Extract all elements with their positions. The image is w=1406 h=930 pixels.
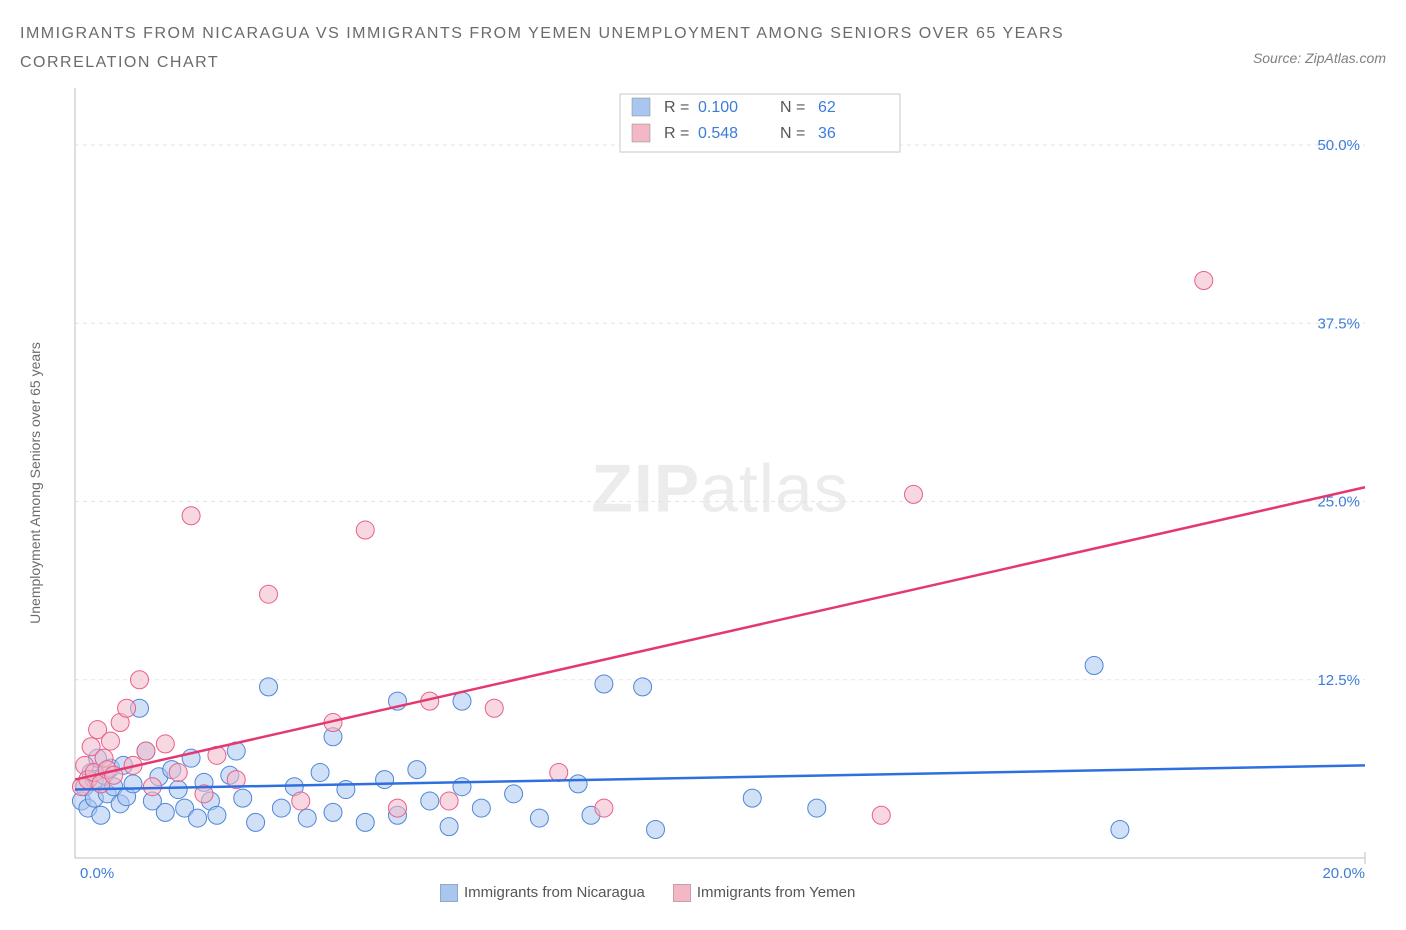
legend-item-yemen: Immigrants from Yemen — [673, 884, 855, 902]
data-point-yemen — [356, 521, 374, 539]
stats-n-value: 62 — [818, 99, 836, 116]
data-point-nicaragua — [92, 806, 110, 824]
title-line-2: CORRELATION CHART — [20, 49, 1064, 78]
data-point-nicaragua — [234, 789, 252, 807]
data-point-nicaragua — [169, 780, 187, 798]
data-point-nicaragua — [595, 675, 613, 693]
scatter-plot: 12.5%25.0%37.5%50.0%ZIPatlas0.0%20.0%R =… — [20, 88, 1380, 878]
y-axis-label: Unemployment Among Seniors over 65 years — [27, 342, 43, 624]
data-point-yemen — [440, 792, 458, 810]
legend-item-nicaragua: Immigrants from Nicaragua — [440, 884, 645, 902]
data-point-nicaragua — [260, 677, 278, 695]
stats-box — [620, 94, 900, 152]
legend-swatch-yemen — [673, 884, 691, 902]
data-point-yemen — [260, 585, 278, 603]
data-point-yemen — [131, 670, 149, 688]
data-point-nicaragua — [247, 813, 265, 831]
data-point-nicaragua — [208, 806, 226, 824]
data-point-yemen — [905, 485, 923, 503]
data-point-yemen — [156, 735, 174, 753]
legend-label-nicaragua: Immigrants from Nicaragua — [464, 884, 645, 901]
y-tick-label: 50.0% — [1317, 137, 1360, 154]
source-attribution: Source: ZipAtlas.com — [1253, 50, 1386, 66]
data-point-nicaragua — [156, 803, 174, 821]
data-point-nicaragua — [272, 799, 290, 817]
data-point-nicaragua — [408, 760, 426, 778]
bottom-legend: Immigrants from Nicaragua Immigrants fro… — [440, 884, 1386, 902]
data-point-yemen — [292, 792, 310, 810]
chart-container: Unemployment Among Seniors over 65 years… — [20, 88, 1386, 878]
data-point-nicaragua — [1085, 656, 1103, 674]
trend-line-yemen — [75, 487, 1365, 779]
data-point-nicaragua — [421, 792, 439, 810]
data-point-yemen — [182, 506, 200, 524]
header-row: IMMIGRANTS FROM NICARAGUA VS IMMIGRANTS … — [20, 20, 1386, 78]
stats-n-label: N = — [780, 99, 805, 116]
data-point-nicaragua — [440, 817, 458, 835]
data-point-yemen — [389, 799, 407, 817]
legend-swatch-nicaragua — [440, 884, 458, 902]
legend-label-yemen: Immigrants from Yemen — [697, 884, 855, 901]
title-line-1: IMMIGRANTS FROM NICARAGUA VS IMMIGRANTS … — [20, 20, 1064, 49]
data-point-yemen — [101, 732, 119, 750]
stats-r-value: 0.548 — [698, 125, 738, 142]
data-point-nicaragua — [647, 820, 665, 838]
y-tick-label: 12.5% — [1317, 671, 1360, 688]
x-tick-label: 20.0% — [1322, 865, 1365, 878]
data-point-yemen — [872, 806, 890, 824]
data-point-nicaragua — [311, 763, 329, 781]
data-point-nicaragua — [743, 789, 761, 807]
data-point-nicaragua — [376, 770, 394, 788]
data-point-yemen — [169, 763, 187, 781]
stats-r-label: R = — [664, 99, 689, 116]
data-point-nicaragua — [569, 774, 587, 792]
watermark: ZIPatlas — [591, 450, 848, 526]
stats-n-label: N = — [780, 125, 805, 142]
data-point-yemen — [137, 742, 155, 760]
stats-r-label: R = — [664, 125, 689, 142]
data-point-nicaragua — [356, 813, 374, 831]
y-tick-label: 37.5% — [1317, 315, 1360, 332]
chart-title: IMMIGRANTS FROM NICARAGUA VS IMMIGRANTS … — [20, 20, 1064, 78]
data-point-nicaragua — [189, 809, 207, 827]
data-point-yemen — [595, 799, 613, 817]
data-point-nicaragua — [505, 784, 523, 802]
data-point-yemen — [550, 763, 568, 781]
data-point-nicaragua — [634, 677, 652, 695]
data-point-nicaragua — [530, 809, 548, 827]
data-point-yemen — [1195, 271, 1213, 289]
data-point-nicaragua — [124, 774, 142, 792]
stats-r-value: 0.100 — [698, 99, 738, 116]
data-point-yemen — [143, 777, 161, 795]
data-point-nicaragua — [472, 799, 490, 817]
data-point-nicaragua — [324, 803, 342, 821]
data-point-nicaragua — [453, 777, 471, 795]
stats-swatch — [632, 98, 650, 116]
data-point-yemen — [118, 699, 136, 717]
data-point-nicaragua — [298, 809, 316, 827]
stats-swatch — [632, 124, 650, 142]
data-point-nicaragua — [808, 799, 826, 817]
data-point-nicaragua — [1111, 820, 1129, 838]
x-tick-label: 0.0% — [80, 865, 114, 878]
stats-n-value: 36 — [818, 125, 836, 142]
data-point-yemen — [485, 699, 503, 717]
data-point-nicaragua — [453, 692, 471, 710]
trend-line-nicaragua — [75, 765, 1365, 789]
